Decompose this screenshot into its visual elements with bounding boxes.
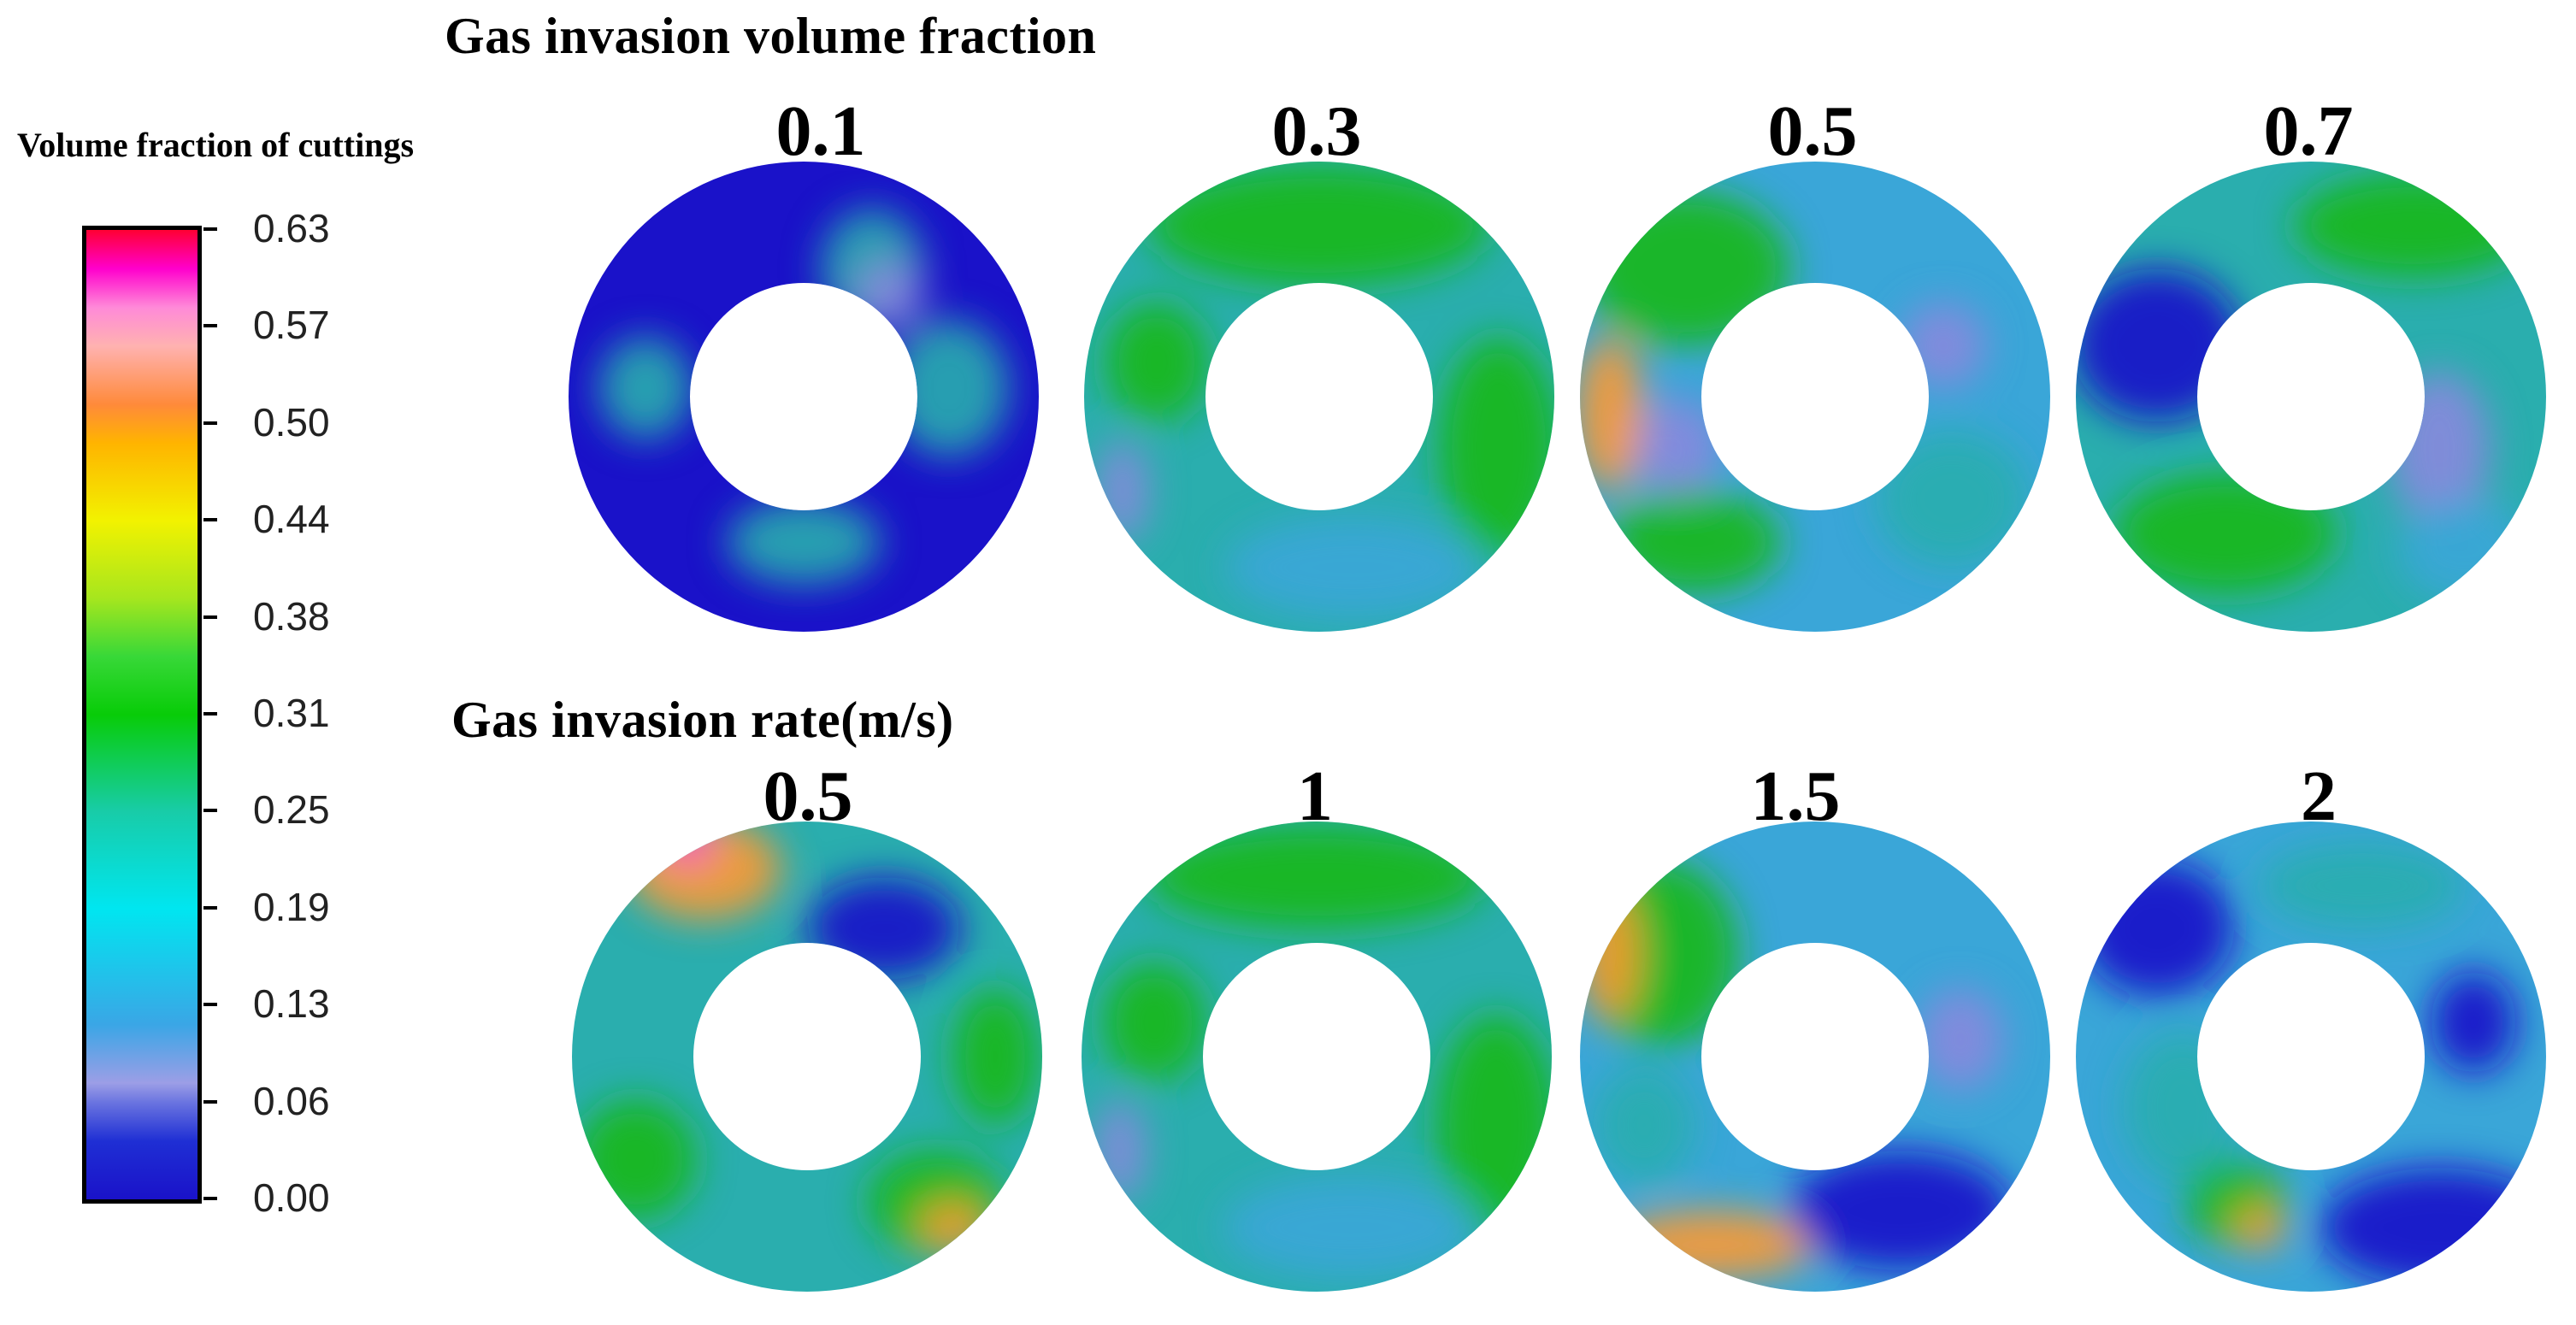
colorbar-tick (203, 227, 217, 231)
annulus-contour-plot (1084, 162, 1554, 632)
colorbar-tick-label: 0.25 (253, 787, 330, 833)
colorbar-tick (203, 324, 217, 328)
colorbar-tick (203, 905, 217, 910)
colorbar-tick (203, 809, 217, 813)
colorbar-tick-label: 0.00 (253, 1175, 330, 1220)
colorbar-tick-label: 0.38 (253, 593, 330, 639)
annulus-contour-plot (1082, 822, 1552, 1292)
annulus-contour-plot (569, 162, 1039, 632)
annulus-contour-plot (572, 822, 1042, 1292)
annulus-contour-plot (2076, 162, 2546, 632)
top-section-title: Gas invasion volume fraction (445, 8, 1097, 64)
colorbar (82, 226, 202, 1204)
colorbar-tick-label: 0.19 (253, 884, 330, 929)
annulus-contour-plot (1580, 162, 2050, 632)
colorbar-tick (203, 1003, 217, 1007)
bottom-label-3: 1.5 (1750, 757, 1841, 836)
annulus-contour-plot (2076, 822, 2546, 1292)
colorbar-tick (203, 1099, 217, 1104)
top-label-4: 0.7 (2263, 91, 2354, 171)
colorbar-tick-label: 0.50 (253, 399, 330, 445)
colorbar-tick-label: 0.06 (253, 1078, 330, 1123)
colorbar-tick (203, 421, 217, 425)
colorbar-tick-label: 0.57 (253, 303, 330, 348)
annulus-contour-plot (1580, 822, 2050, 1292)
colorbar-tick (203, 1197, 217, 1200)
colorbar-tick (203, 518, 217, 522)
colorbar-tick-label: 0.63 (253, 206, 330, 250)
colorbar-tick-label: 0.13 (253, 981, 330, 1027)
bottom-label-2: 1 (1297, 757, 1333, 836)
top-label-3: 0.5 (1767, 91, 1858, 171)
colorbar-tick (203, 712, 217, 716)
bottom-section-title: Gas invasion rate(m/s) (451, 692, 954, 748)
top-label-1: 0.1 (775, 91, 866, 171)
bottom-label-1: 0.5 (763, 757, 853, 836)
legend-title: Volume fraction of cuttings (17, 126, 415, 164)
top-label-2: 0.3 (1271, 91, 1362, 171)
colorbar-tick-label: 0.31 (253, 691, 330, 735)
colorbar-tick (203, 615, 217, 619)
colorbar-tick-label: 0.44 (253, 497, 330, 542)
bottom-label-4: 2 (2301, 757, 2337, 836)
